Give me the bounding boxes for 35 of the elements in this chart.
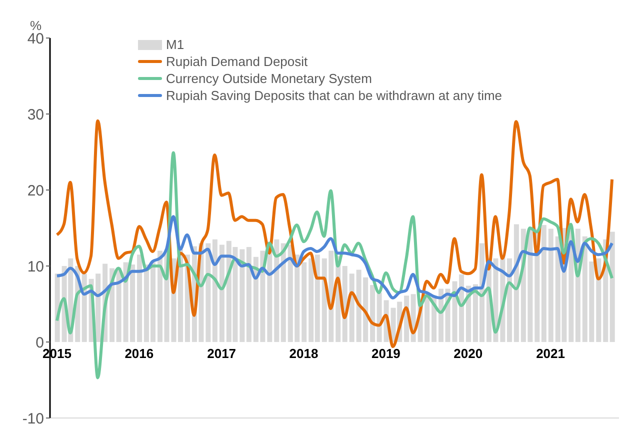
x-tick-label: 2018 xyxy=(289,346,318,361)
x-tick-label: 2017 xyxy=(207,346,236,361)
x-tick-label: 2020 xyxy=(454,346,483,361)
bar xyxy=(212,239,218,342)
legend-label: M1 xyxy=(166,36,184,53)
bar xyxy=(376,292,382,342)
y-axis-title: % xyxy=(30,18,42,33)
bar xyxy=(137,254,142,342)
bar xyxy=(349,274,354,342)
bar xyxy=(548,228,554,342)
bar xyxy=(541,224,546,342)
legend-label: Rupiah Saving Deposits that can be withdrawn at any time xyxy=(166,87,502,104)
bar xyxy=(246,247,252,342)
y-tick-label: 0 xyxy=(36,334,44,352)
bar xyxy=(274,239,280,342)
line-series xyxy=(55,119,614,348)
bar xyxy=(219,244,224,342)
bar xyxy=(370,285,376,342)
bar xyxy=(240,249,245,342)
line-series xyxy=(55,215,614,300)
x-tick-label: 2021 xyxy=(536,346,566,361)
x-tick-label: 2019 xyxy=(371,346,400,361)
bar xyxy=(610,232,615,342)
bar xyxy=(280,243,286,342)
x-tick-label: 2016 xyxy=(124,346,154,361)
y-tick-label: 10 xyxy=(27,258,44,276)
bar xyxy=(302,262,307,342)
bar xyxy=(206,243,211,342)
y-tick-label: -10 xyxy=(22,410,44,428)
legend-label: Currency Outside Monetary System xyxy=(166,70,372,87)
y-tick-label: 40 xyxy=(27,30,44,48)
bar xyxy=(158,250,163,342)
y-tick-label: 20 xyxy=(27,182,44,200)
y-tick-label: 30 xyxy=(27,106,44,124)
legend-label: Rupiah Demand Deposit xyxy=(166,53,308,70)
